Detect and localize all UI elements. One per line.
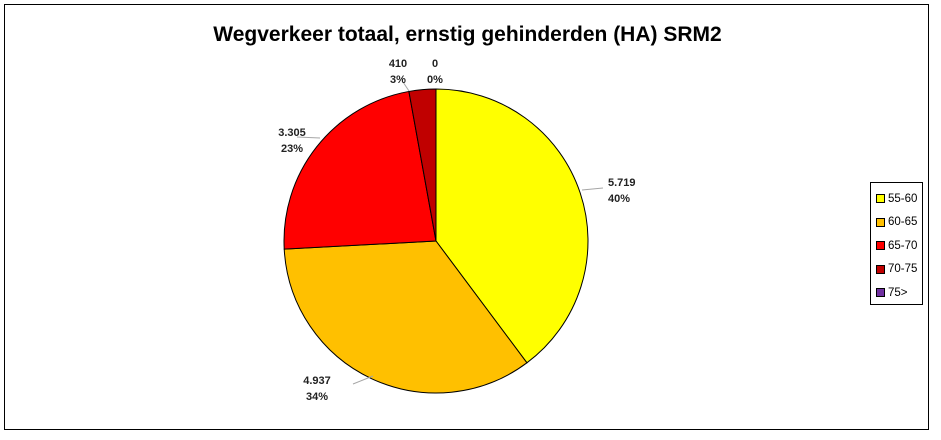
legend-swatch-75> [876, 288, 885, 298]
value-label-70-75: 410 [389, 58, 407, 70]
value-label-55-60: 5.719 [608, 177, 636, 189]
percent-label-55-60: 40% [608, 193, 630, 205]
pie-slice-65-70 [283, 90, 437, 250]
legend-swatch-70-75 [876, 264, 885, 274]
percent-label-70-75: 3% [390, 74, 406, 86]
pie-slice-70-75 [408, 88, 437, 242]
legend-swatch-60-65 [876, 217, 885, 227]
leader-line-70-75 [402, 81, 410, 92]
chart-area: Wegverkeer totaal, ernstig gehinderden (… [4, 4, 929, 430]
chart-legend: 55-60 60-65 65-70 70-75 75> [870, 182, 923, 305]
percent-label-75>: 0% [427, 74, 443, 86]
percent-label-60-65: 34% [306, 391, 328, 403]
value-label-75>: 0 [432, 58, 438, 70]
legend-item-55-60: 55-60 [876, 187, 922, 211]
legend-item-70-75: 70-75 [876, 258, 922, 282]
legend-swatch-65-70 [876, 241, 885, 251]
percent-label-65-70: 23% [281, 143, 303, 155]
value-label-60-65: 4.937 [303, 375, 331, 387]
chart-title: Wegverkeer totaal, ernstig gehinderden (… [213, 23, 722, 46]
pie-chart: 5.719 40% 4.937 34% 3.305 23% 410 3% 0 0% [278, 58, 636, 403]
legend-label-60-65: 60-65 [888, 216, 918, 229]
value-label-65-70: 3.305 [278, 127, 306, 139]
legend-label-65-70: 65-70 [888, 239, 918, 252]
legend-item-75>: 75> [876, 281, 922, 305]
legend-item-60-65: 60-65 [876, 211, 922, 235]
legend-label-75>: 75> [888, 286, 908, 299]
legend-swatch-55-60 [876, 194, 885, 204]
legend-label-70-75: 70-75 [888, 263, 918, 276]
leader-line-60-65 [352, 375, 374, 385]
pie-slice-55-60 [435, 88, 589, 364]
pie-slice-60-65 [283, 240, 528, 394]
leader-line-55-60 [581, 187, 604, 191]
legend-item-65-70: 65-70 [876, 234, 922, 258]
leader-line-65-70 [296, 136, 321, 139]
legend-label-55-60: 55-60 [888, 192, 918, 205]
